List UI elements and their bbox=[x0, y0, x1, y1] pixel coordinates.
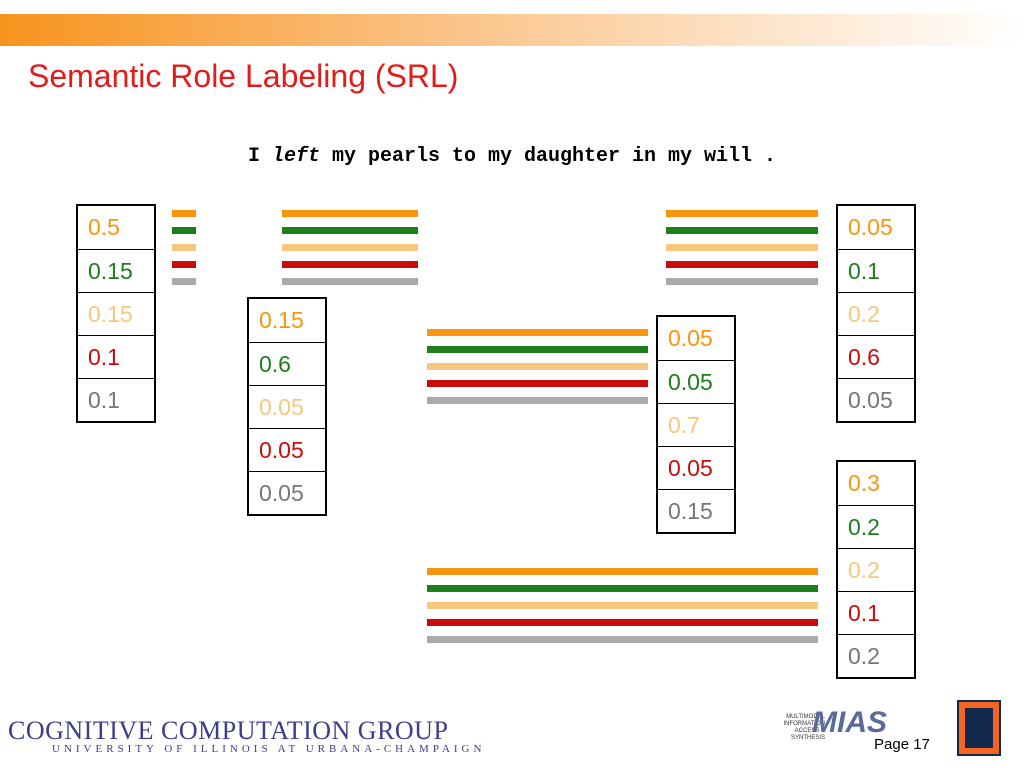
score-table: 0.5 0.15 0.15 0.1 0.1 bbox=[76, 204, 156, 423]
score-cell: 0.1 bbox=[838, 249, 914, 292]
score-cell: 0.6 bbox=[249, 342, 325, 385]
score-cell: 0.5 bbox=[88, 214, 120, 240]
bar bbox=[282, 278, 418, 285]
page-number: Page 17 bbox=[874, 736, 930, 753]
bar bbox=[172, 227, 196, 234]
bar bbox=[666, 244, 818, 251]
illinois-logo bbox=[957, 700, 1001, 756]
score-cell: 0.15 bbox=[658, 489, 734, 532]
bar bbox=[427, 568, 818, 575]
score-cell: 0.15 bbox=[259, 307, 304, 333]
verb: left bbox=[271, 145, 320, 168]
logo-inner bbox=[965, 708, 993, 748]
score-cell: 0.1 bbox=[78, 335, 154, 378]
mias-subtitle: MULTIMODAL INFORMATION ACCESS & SYNTHESI… bbox=[783, 714, 825, 741]
bar bbox=[666, 261, 818, 268]
score-table: 0.3 0.2 0.2 0.1 0.2 bbox=[836, 460, 916, 679]
score-cell: 0.05 bbox=[848, 214, 893, 240]
score-cell: 0.05 bbox=[838, 378, 914, 421]
score-table: 0.05 0.1 0.2 0.6 0.05 bbox=[836, 204, 916, 423]
bar bbox=[427, 585, 818, 592]
bar bbox=[666, 278, 818, 285]
score-table: 0.05 0.05 0.7 0.05 0.15 bbox=[656, 315, 736, 534]
word: my pearls to my daughter in my will . bbox=[319, 145, 777, 168]
score-cell: 0.2 bbox=[838, 548, 914, 591]
score-cell: 0.2 bbox=[838, 634, 914, 677]
bar bbox=[427, 346, 648, 353]
bar bbox=[282, 261, 418, 268]
score-cell: 0.05 bbox=[249, 428, 325, 471]
bar bbox=[666, 227, 818, 234]
bar bbox=[172, 261, 196, 268]
group-logo: COGNITIVE COMPUTATION GROUP bbox=[8, 716, 449, 745]
score-cell: 0.7 bbox=[658, 403, 734, 446]
bar bbox=[172, 278, 196, 285]
bar bbox=[172, 244, 196, 251]
score-cell: 0.05 bbox=[249, 385, 325, 428]
score-cell: 0.15 bbox=[78, 292, 154, 335]
mias-logo: MIAS bbox=[812, 706, 887, 739]
bar bbox=[427, 397, 648, 404]
bar bbox=[282, 210, 418, 217]
word: I bbox=[247, 145, 272, 168]
score-cell: 0.2 bbox=[838, 505, 914, 548]
bar bbox=[427, 602, 818, 609]
university: UNIVERSITY OF ILLINOIS AT URBANA-CHAMPAI… bbox=[52, 743, 486, 755]
sentence: I left my pearls to my daughter in my wi… bbox=[0, 145, 1024, 168]
score-cell: 0.05 bbox=[658, 446, 734, 489]
bar bbox=[172, 210, 196, 217]
score-cell: 0.3 bbox=[848, 470, 880, 496]
slide-title: Semantic Role Labeling (SRL) bbox=[28, 58, 459, 94]
bar bbox=[282, 244, 418, 251]
bar bbox=[427, 619, 818, 626]
bar bbox=[427, 636, 818, 643]
score-table: 0.15 0.6 0.05 0.05 0.05 bbox=[247, 297, 327, 516]
score-cell: 0.05 bbox=[249, 471, 325, 514]
bar bbox=[427, 363, 648, 370]
bar bbox=[427, 329, 648, 336]
score-cell: 0.1 bbox=[78, 378, 154, 421]
score-cell: 0.05 bbox=[668, 325, 713, 351]
bar bbox=[282, 227, 418, 234]
score-cell: 0.15 bbox=[78, 249, 154, 292]
score-cell: 0.2 bbox=[838, 292, 914, 335]
header-band bbox=[0, 14, 1024, 46]
bar bbox=[427, 380, 648, 387]
bar bbox=[666, 210, 818, 217]
score-cell: 0.05 bbox=[658, 360, 734, 403]
score-cell: 0.1 bbox=[838, 591, 914, 634]
score-cell: 0.6 bbox=[838, 335, 914, 378]
